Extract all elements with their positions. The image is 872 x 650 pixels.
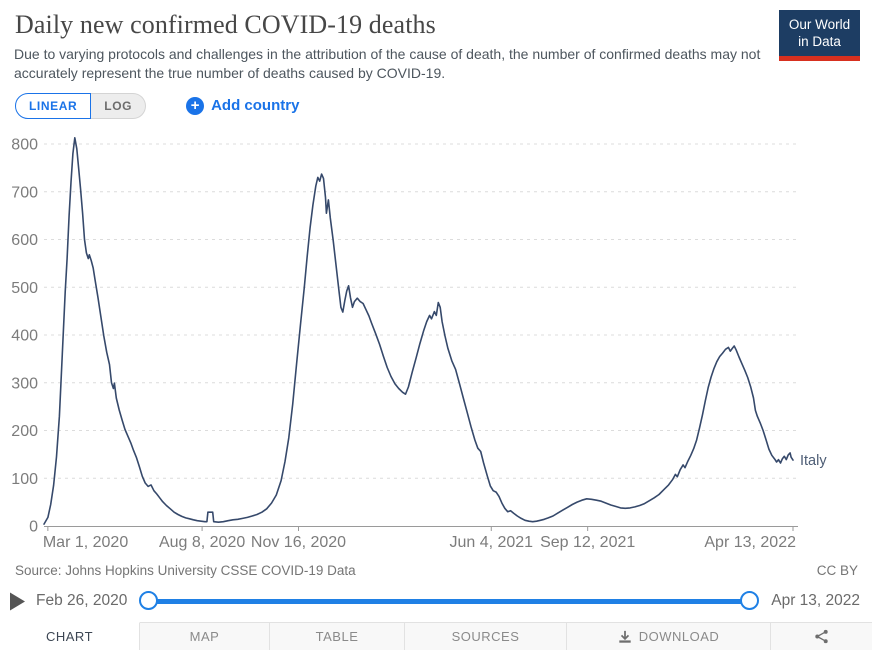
tab-table-label: TABLE	[315, 629, 359, 644]
chart-controls: LINEAR LOG + Add country	[15, 92, 299, 119]
slider-handle-end[interactable]	[740, 591, 760, 610]
y-tick-label: 400	[11, 328, 38, 345]
y-tick-label: 200	[11, 423, 38, 440]
x-tick-label: Jun 4, 2021	[449, 534, 533, 551]
x-tick-label: Mar 1, 2020	[43, 534, 128, 551]
y-tick-label: 300	[11, 375, 38, 392]
tab-download-label: DOWNLOAD	[638, 629, 720, 644]
y-tick-label: 500	[11, 280, 38, 297]
y-tick-label: 800	[11, 137, 38, 154]
plus-icon: +	[186, 96, 205, 115]
source-text: Source: Johns Hopkins University CSSE CO…	[15, 563, 356, 578]
slider-track[interactable]	[148, 598, 751, 604]
linear-scale-button[interactable]: LINEAR	[15, 92, 92, 119]
y-tick-label: 700	[11, 184, 38, 201]
tab-download[interactable]: DOWNLOAD	[567, 622, 771, 650]
y-tick-label: 0	[29, 519, 38, 536]
page-subtitle: Due to varying protocols and challenges …	[14, 46, 761, 82]
slider-handle-start[interactable]	[139, 591, 159, 610]
timeline: Feb 26, 2020 Apr 13, 2022	[9, 588, 860, 614]
add-country-button[interactable]: + Add country	[186, 96, 300, 115]
y-tick-label: 100	[11, 471, 38, 488]
source-row: Source: Johns Hopkins University CSSE CO…	[15, 563, 858, 578]
line-chart[interactable]: 0 100 200 300 400 500 600 700 800 Mar 1, 2020 Aug …	[0, 124, 872, 558]
page-title: Daily new confirmed COVID-19 deaths	[15, 10, 436, 39]
x-tick-label: Apr 13, 2022	[704, 534, 796, 551]
scale-toggle: LINEAR LOG	[15, 92, 147, 119]
tab-table[interactable]: TABLE	[270, 622, 405, 650]
y-tick-label: 600	[11, 232, 38, 249]
x-tick-label: Aug 8, 2020	[159, 534, 245, 551]
license-link[interactable]: CC BY	[816, 563, 858, 578]
timeline-end-date: Apr 13, 2022	[771, 592, 860, 609]
play-button[interactable]	[9, 592, 26, 611]
owid-logo-line1: Our World	[788, 17, 851, 32]
add-country-label: Add country	[211, 97, 300, 114]
tab-bar: CHART MAP TABLE SOURCES DOWNLOAD	[0, 622, 872, 650]
series-line-italy[interactable]	[43, 137, 794, 525]
timeline-start-date: Feb 26, 2020	[36, 592, 128, 609]
series-label-italy: Italy	[800, 453, 827, 469]
owid-logo-line2: in Data	[798, 33, 841, 49]
tab-map[interactable]: MAP	[140, 622, 270, 650]
tab-chart[interactable]: CHART	[0, 622, 140, 650]
x-tick-label: Nov 16, 2020	[251, 534, 346, 551]
log-scale-button[interactable]: LOG	[91, 92, 147, 119]
x-tick-label: Sep 12, 2021	[540, 534, 635, 551]
tab-map-label: MAP	[189, 629, 220, 644]
owid-logo[interactable]: Our World in Data	[779, 10, 860, 61]
tab-chart-label: CHART	[45, 629, 94, 644]
tab-share[interactable]	[771, 622, 872, 650]
share-icon	[814, 629, 829, 644]
download-icon	[618, 630, 632, 644]
tab-sources-label: SOURCES	[451, 629, 520, 644]
tab-sources[interactable]: SOURCES	[405, 622, 567, 650]
timeline-slider[interactable]	[139, 590, 760, 612]
